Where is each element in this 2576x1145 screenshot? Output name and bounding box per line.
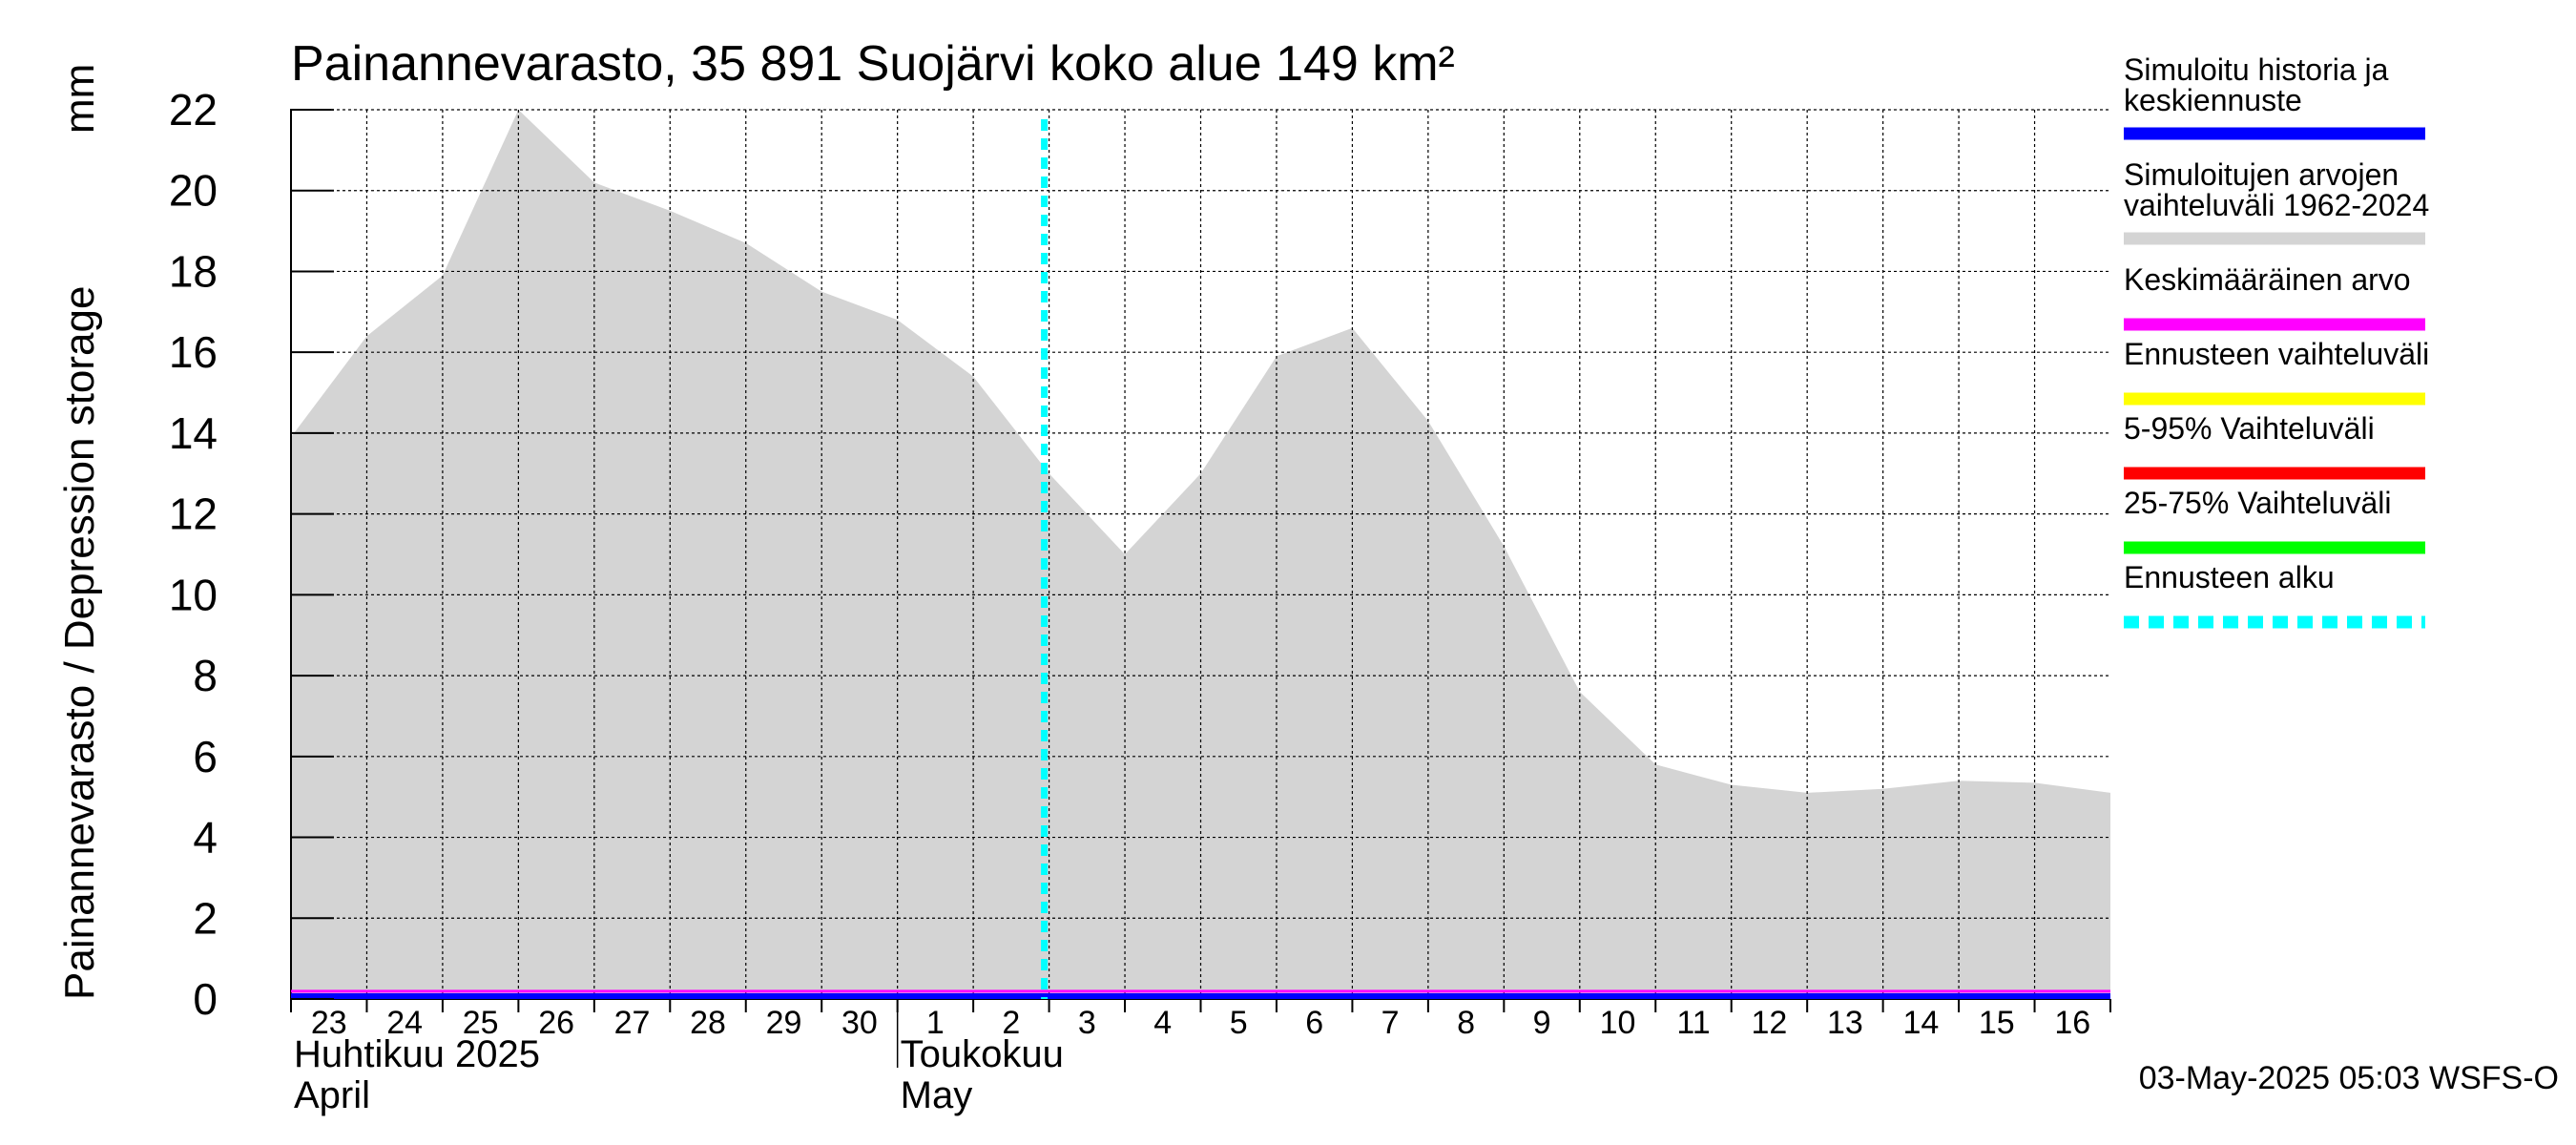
y-tick-label: 6 [193, 732, 218, 781]
y-axis-label: Painannevarasto / Depression storage [56, 286, 103, 1000]
legend-label: Keskimääräinen arvo [2124, 262, 2411, 297]
month-label-fi: Toukokuu [901, 1033, 1064, 1075]
x-tick-label: 11 [1676, 1005, 1710, 1041]
legend-label: vaihteluväli 1962-2024 [2124, 188, 2429, 222]
x-tick-label: 23 [311, 1005, 347, 1041]
y-tick-label: 10 [169, 570, 218, 619]
x-tick-label: 16 [2054, 1005, 2090, 1041]
x-axis: 23 24 25 26 27 28 29 30 1 2 3 4 5 6 7 8 9 10 11 12 13 14 15 16H… [290, 999, 2111, 1116]
plot-area [290, 109, 2110, 1000]
x-tick-label: 10 [1600, 1005, 1636, 1041]
y-axis: 0 2 4 6 8 10 12 14 16 18 20 22 [169, 85, 334, 1024]
x-tick-label: 14 [1902, 1005, 1939, 1041]
y-axis-unit: mm [56, 64, 103, 134]
timestamp: 03-May-2025 05:03 WSFS-O [2139, 1060, 2559, 1096]
legend-label: Simuloitu historia ja [2124, 52, 2389, 87]
x-tick-label: 27 [614, 1005, 651, 1041]
chart-title: Painannevarasto, 35 891 Suojärvi koko al… [291, 36, 1455, 92]
x-tick-label: 25 [463, 1005, 499, 1041]
legend-label: Ennusteen vaihteluväli [2124, 337, 2429, 371]
y-tick-label: 16 [169, 327, 218, 377]
legend-label: Ennusteen alku [2124, 560, 2335, 594]
month-label-en: May [901, 1074, 973, 1116]
y-tick-label: 22 [169, 85, 218, 135]
x-tick-label: 26 [538, 1005, 574, 1041]
legend-label: keskiennuste [2124, 83, 2302, 117]
x-tick-label: 1 [926, 1005, 945, 1041]
x-tick-label: 3 [1078, 1005, 1096, 1041]
x-tick-label: 30 [841, 1005, 878, 1041]
x-tick-label: 4 [1153, 1005, 1172, 1041]
x-tick-label: 12 [1752, 1005, 1788, 1041]
x-tick-label: 5 [1230, 1005, 1248, 1041]
legend-label: 5-95% Vaihteluväli [2124, 411, 2375, 446]
x-tick-label: 6 [1305, 1005, 1323, 1041]
x-tick-label: 28 [690, 1005, 726, 1041]
y-tick-label: 12 [169, 489, 218, 539]
x-tick-label: 7 [1381, 1005, 1400, 1041]
y-tick-label: 8 [193, 651, 218, 700]
y-tick-label: 2 [193, 893, 218, 943]
x-tick-label: 9 [1533, 1005, 1551, 1041]
y-tick-label: 0 [193, 974, 218, 1024]
y-tick-label: 4 [193, 813, 218, 863]
legend-label: 25-75% Vaihteluväli [2124, 486, 2391, 520]
x-tick-label: 15 [1979, 1005, 2015, 1041]
x-tick-label: 13 [1827, 1005, 1863, 1041]
y-tick-label: 14 [169, 408, 218, 458]
x-tick-label: 29 [766, 1005, 802, 1041]
month-label-fi: Huhtikuu 2025 [294, 1033, 540, 1075]
month-label-en: April [294, 1074, 370, 1116]
y-tick-label: 20 [169, 166, 218, 216]
y-tick-label: 18 [169, 246, 218, 296]
legend-label: Simuloitujen arvojen [2124, 157, 2399, 192]
x-tick-label: 8 [1457, 1005, 1475, 1041]
x-tick-label: 24 [386, 1005, 423, 1041]
x-tick-label: 2 [1002, 1005, 1020, 1041]
